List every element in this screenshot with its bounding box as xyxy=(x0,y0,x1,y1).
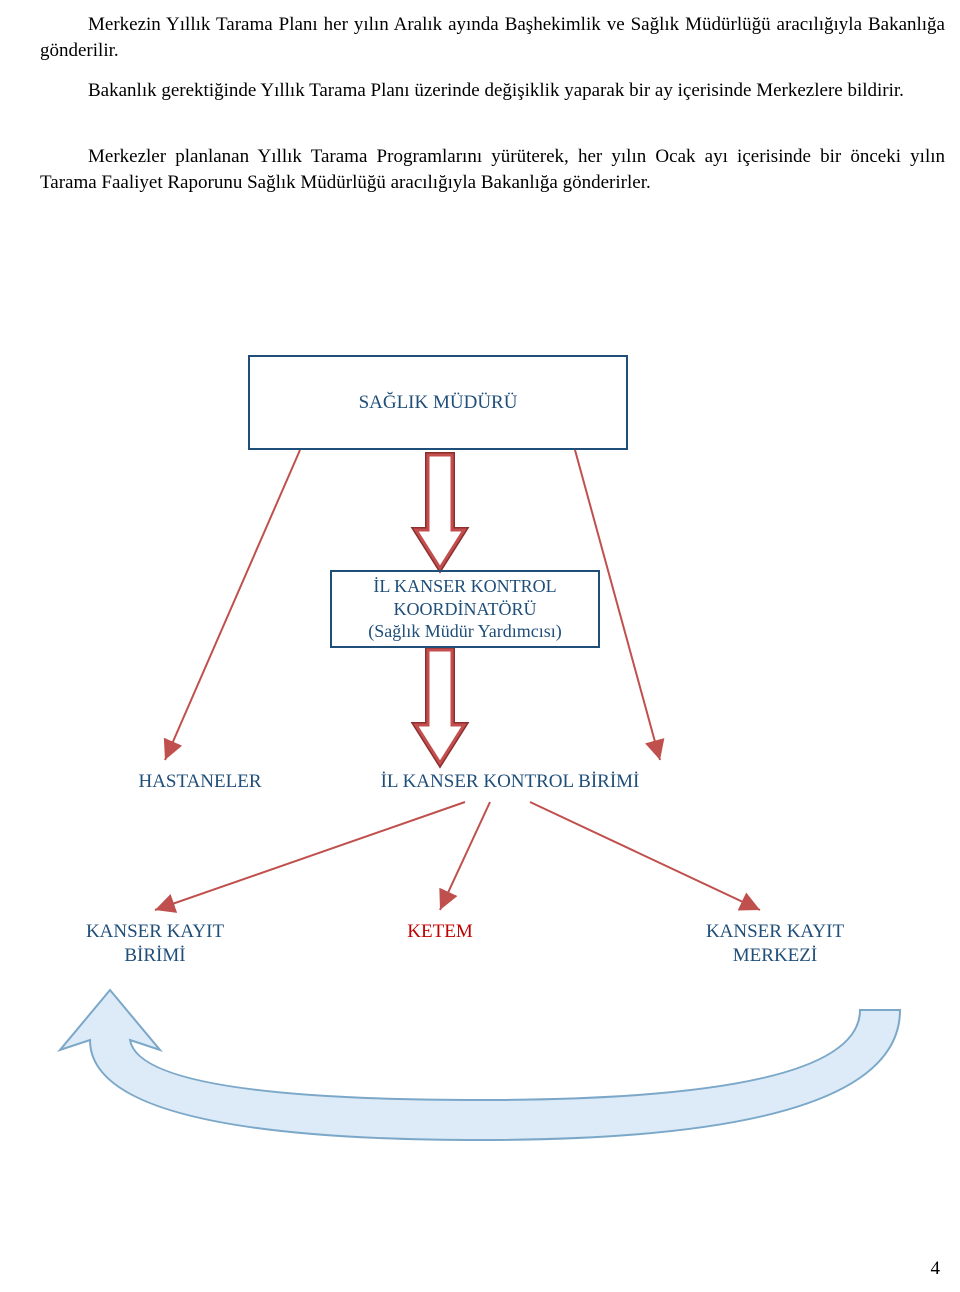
node-hastaneler: HASTANELER xyxy=(110,770,290,794)
node-hastaneler-label: HASTANELER xyxy=(138,771,261,792)
node-saglik-muduru: SAĞLIK MÜDÜRÜ xyxy=(248,355,628,450)
node-kayit-merkezi-l1: KANSER KAYIT xyxy=(680,920,870,944)
node-saglik-muduru-label: SAĞLIK MÜDÜRÜ xyxy=(359,391,518,415)
node-ketem-label: KETEM xyxy=(407,921,472,942)
node-birim-label: İL KANSER KONTROL BİRİMİ xyxy=(381,771,640,792)
node-koordinator: İL KANSER KONTROL KOORDİNATÖRÜ (Sağlık M… xyxy=(330,570,600,648)
node-ketem: KETEM xyxy=(380,920,500,944)
node-koordinator-l2: KOORDİNATÖRÜ xyxy=(394,598,537,621)
node-koordinator-l3: (Sağlık Müdür Yardımcısı) xyxy=(368,620,562,643)
node-kayit-merkezi-l2: MERKEZİ xyxy=(680,944,870,968)
node-koordinator-l1: İL KANSER KONTROL xyxy=(373,575,556,598)
node-kayit-merkezi: KANSER KAYIT MERKEZİ xyxy=(680,920,870,968)
node-kayit-birimi-l1: KANSER KAYIT xyxy=(60,920,250,944)
page-number: 4 xyxy=(931,1258,941,1280)
node-kayit-birimi-l2: BİRİMİ xyxy=(60,944,250,968)
node-kayit-birimi: KANSER KAYIT BİRİMİ xyxy=(60,920,250,968)
node-birim: İL KANSER KONTROL BİRİMİ xyxy=(350,770,670,794)
